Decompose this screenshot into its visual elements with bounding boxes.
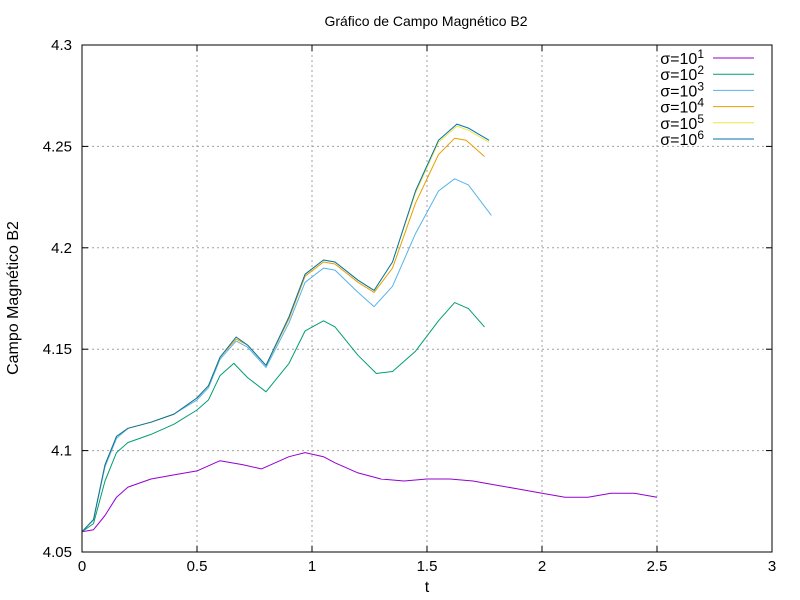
legend-label-5: σ=105	[660, 112, 704, 133]
series-lines	[81, 123, 658, 533]
x-tick-label: 0	[78, 558, 86, 575]
legend-label-6: σ=106	[660, 128, 704, 149]
series-line-1	[81, 452, 658, 533]
y-tick-label: 4.05	[43, 544, 72, 561]
legend-label-1: σ=101	[660, 47, 704, 68]
y-tick-label: 4.25	[43, 138, 72, 155]
axis-ticks: 0 0.5 1 1.5 2 2.5 3 4.05 4.1 4.15 4.2 4.25 4.3	[43, 37, 776, 575]
x-tick-label: 1	[308, 558, 316, 575]
legend-label-4: σ=104	[660, 96, 704, 117]
legend-label-2: σ=102	[660, 63, 704, 84]
legend-label-3: σ=103	[660, 79, 704, 100]
x-tick-label: 2.5	[647, 558, 668, 575]
y-tick-label: 4.1	[51, 443, 72, 460]
x-tick-label: 2	[538, 558, 546, 575]
series-line-2	[81, 302, 485, 533]
y-tick-label: 4.15	[43, 341, 72, 358]
x-tick-label: 3	[768, 558, 776, 575]
x-axis-label: t	[425, 579, 430, 596]
y-tick-label: 4.3	[51, 37, 72, 54]
y-tick-label: 4.2	[51, 240, 72, 257]
y-axis-label: Campo Magnético B2	[5, 221, 22, 375]
x-tick-label: 0.5	[187, 558, 208, 575]
x-tick-label: 1.5	[417, 558, 438, 575]
series-line-6	[81, 123, 490, 533]
grid-lines	[82, 45, 772, 552]
chart-title: Gráfico de Campo Magnético B2	[324, 13, 527, 29]
